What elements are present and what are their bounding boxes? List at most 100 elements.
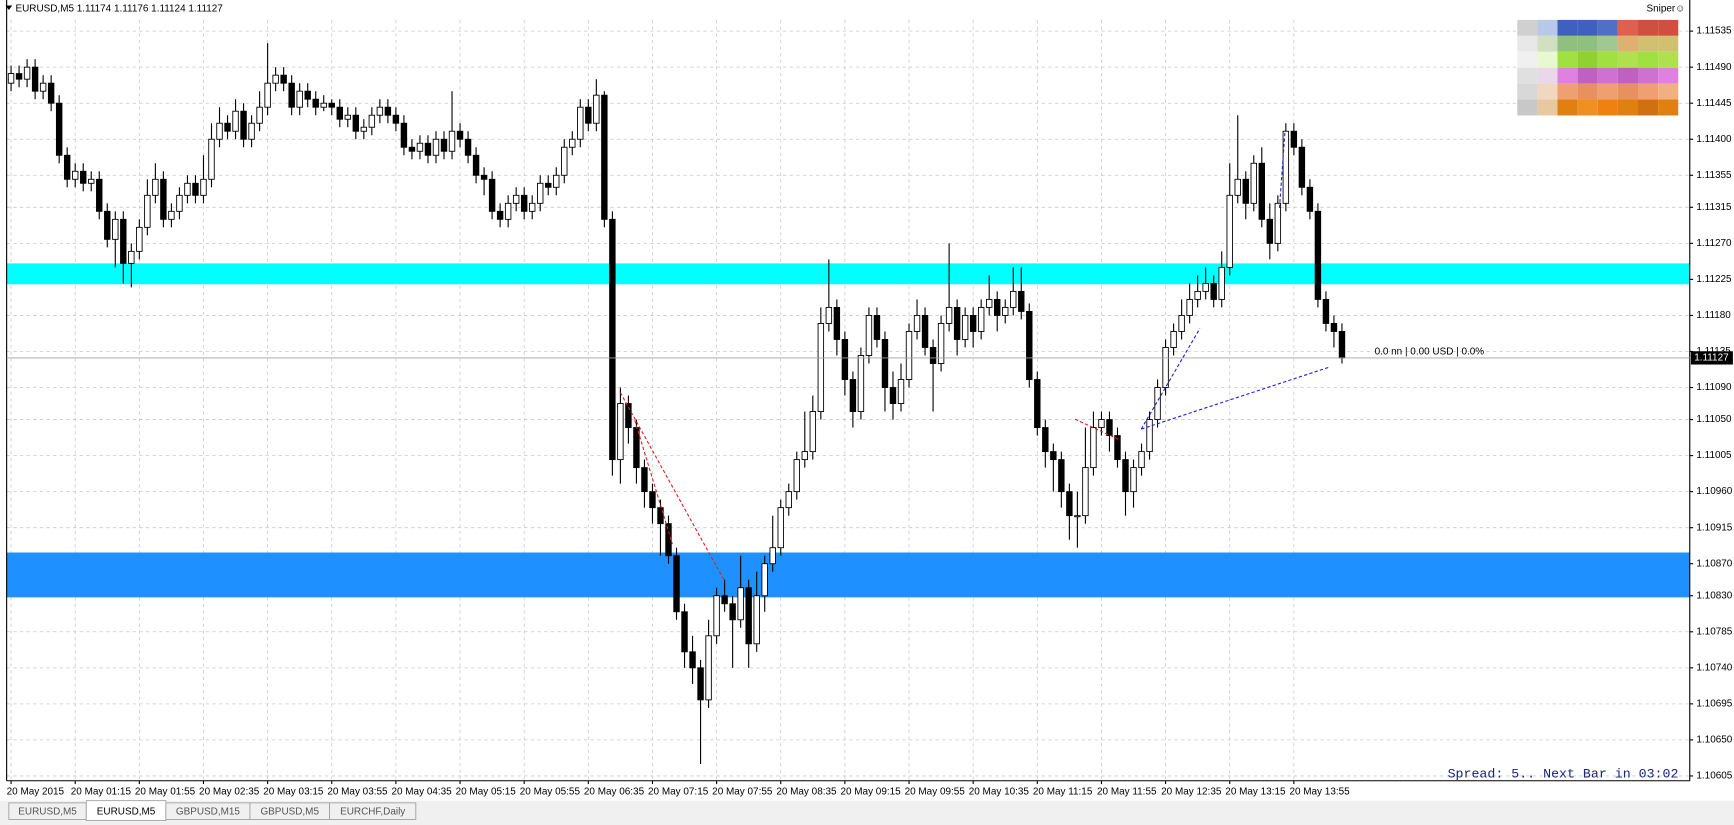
color-cell — [1597, 99, 1618, 116]
candle-body — [80, 170, 87, 184]
candle-body — [625, 403, 632, 429]
candle-body — [1122, 459, 1129, 493]
candle-body — [200, 178, 207, 196]
candle-body — [464, 138, 472, 156]
candle-body — [1298, 146, 1306, 188]
color-cell — [1557, 35, 1578, 52]
candle-body — [1258, 162, 1266, 220]
candle-body — [176, 194, 183, 212]
candle-body — [528, 202, 536, 212]
y-tick-label: 1.10960 — [1696, 486, 1732, 497]
x-tick-label: 20 May 05:15 — [456, 786, 517, 797]
color-cell — [1577, 99, 1598, 116]
candle-body — [833, 306, 841, 340]
color-cell — [1517, 35, 1538, 52]
x-tick-label: 20 May 03:55 — [327, 786, 388, 797]
candle-body — [705, 635, 712, 701]
x-tick-label: 20 May 12:35 — [1161, 786, 1222, 797]
x-tick-label: 20 May 05:55 — [520, 786, 581, 797]
color-cell — [1658, 67, 1679, 84]
candle-body — [456, 130, 464, 140]
candle-body — [1314, 210, 1322, 300]
color-cell — [1658, 19, 1679, 36]
candle-body — [448, 130, 456, 152]
color-cell — [1557, 67, 1578, 84]
tab-label[interactable]: EURCHF,Daily — [340, 806, 405, 817]
candle-body — [1226, 194, 1233, 268]
y-tick-label: 1.11225 — [1696, 274, 1732, 285]
candle-body — [553, 174, 560, 188]
color-cell — [1638, 99, 1659, 116]
trade-line — [634, 420, 673, 545]
trade-lines — [619, 130, 1330, 581]
candle-body — [96, 178, 103, 212]
candle-body — [1138, 451, 1145, 469]
tabs: EURUSD,M5 EURUSD,M5 GBPUSD,M15 GBPUSD,M5 EUR… — [8, 800, 417, 822]
y-tick-label: 1.11005 — [1696, 450, 1732, 461]
candle-body — [1098, 419, 1105, 429]
x-tick-label: 20 May 06:35 — [584, 786, 645, 797]
candle-body — [232, 110, 239, 132]
y-tick-label: 1.11355 — [1696, 170, 1732, 181]
tab-label[interactable]: GBPUSD,M15 — [176, 806, 241, 817]
candle-body — [969, 314, 977, 332]
y-tick-label: 1.10870 — [1696, 558, 1732, 569]
candle-body — [761, 563, 768, 597]
color-cell — [1658, 83, 1679, 100]
tab-label[interactable]: GBPUSD,M5 — [260, 806, 319, 817]
candle-body — [320, 102, 327, 108]
candle-body — [994, 298, 1001, 316]
tab-label[interactable]: EURUSD,M5 — [97, 806, 156, 817]
candle-body — [569, 138, 576, 148]
color-cell — [1557, 83, 1578, 100]
candle-body — [1242, 178, 1249, 204]
candle-body — [216, 122, 223, 140]
candle-body — [873, 314, 881, 340]
candle-body — [240, 110, 247, 140]
tab-label[interactable]: EURUSD,M5 — [18, 806, 77, 817]
color-cell — [1658, 35, 1679, 52]
candle-body — [256, 106, 263, 124]
candle-body — [1266, 218, 1274, 244]
candle-body — [1114, 435, 1121, 461]
candle-body — [1090, 427, 1097, 469]
candle-body — [649, 491, 656, 509]
x-tick-label: 20 May 07:55 — [712, 786, 773, 797]
x-tick-label: 20 May 11:55 — [1097, 786, 1157, 797]
candle-body — [344, 114, 352, 120]
candle-body — [881, 339, 889, 388]
candle-body — [1074, 515, 1081, 518]
x-tick-label: 20 May 02:35 — [199, 786, 260, 797]
candle-body — [55, 102, 63, 156]
y-tick-label: 1.10915 — [1696, 522, 1732, 533]
trade-line — [1278, 130, 1286, 208]
color-cell — [1577, 19, 1598, 36]
candle-body — [777, 507, 784, 549]
color-cell — [1617, 19, 1639, 36]
candle-body — [1042, 427, 1049, 453]
y-tick-label: 1.11445 — [1696, 98, 1732, 109]
color-cell — [1537, 99, 1558, 116]
candle-body — [1106, 419, 1113, 437]
candle-body — [480, 174, 488, 180]
candle-body — [496, 210, 504, 220]
candle-body — [104, 210, 111, 240]
menu-icon — [5, 5, 13, 10]
candle-body — [136, 226, 143, 252]
trade-line — [1074, 418, 1121, 441]
candle-body — [657, 507, 664, 525]
x-tick-label: 20 May 09:15 — [840, 786, 901, 797]
color-cell — [1638, 67, 1659, 84]
candle-body — [440, 138, 448, 152]
candle-body — [1010, 290, 1017, 308]
candle-body — [817, 323, 825, 412]
candle-body — [593, 94, 600, 124]
tab[interactable] — [329, 802, 417, 820]
candle-body — [1162, 347, 1169, 388]
candle-body — [1026, 310, 1033, 380]
candle-body — [825, 306, 833, 324]
color-cell — [1617, 35, 1639, 52]
candle-body — [432, 138, 440, 156]
